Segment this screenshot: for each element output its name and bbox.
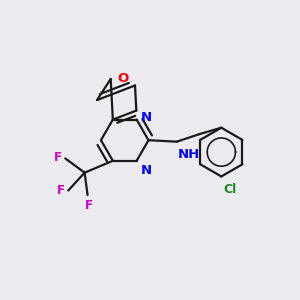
Text: N: N — [141, 111, 152, 124]
Text: F: F — [85, 200, 92, 212]
Text: N: N — [141, 164, 152, 177]
Text: O: O — [117, 72, 128, 85]
Text: Cl: Cl — [224, 183, 237, 196]
Text: F: F — [57, 184, 65, 197]
Text: NH: NH — [178, 148, 200, 160]
Text: F: F — [54, 151, 62, 164]
